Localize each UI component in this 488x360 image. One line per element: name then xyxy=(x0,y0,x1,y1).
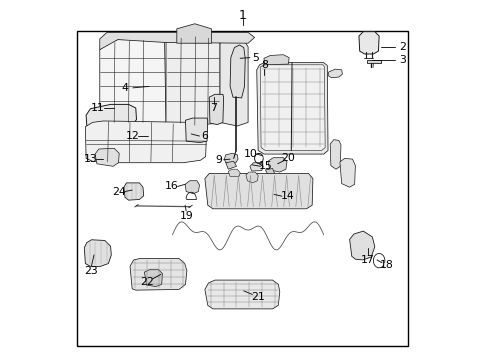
Text: 15: 15 xyxy=(259,161,272,171)
Text: 24: 24 xyxy=(112,186,126,197)
Polygon shape xyxy=(329,140,340,169)
Text: 2: 2 xyxy=(399,42,406,52)
Polygon shape xyxy=(85,121,206,163)
Text: 18: 18 xyxy=(379,260,393,270)
Text: 9: 9 xyxy=(215,155,222,165)
Polygon shape xyxy=(204,280,279,309)
Polygon shape xyxy=(224,153,238,163)
Polygon shape xyxy=(358,32,378,54)
Text: 21: 21 xyxy=(251,292,264,302)
Polygon shape xyxy=(166,36,220,125)
Text: 22: 22 xyxy=(140,276,153,287)
Text: 4: 4 xyxy=(122,83,128,93)
Polygon shape xyxy=(260,65,325,150)
Text: 5: 5 xyxy=(251,53,258,63)
Polygon shape xyxy=(86,104,136,128)
Text: 23: 23 xyxy=(84,266,98,276)
Polygon shape xyxy=(84,240,111,266)
Polygon shape xyxy=(230,45,244,98)
Polygon shape xyxy=(209,94,223,125)
Polygon shape xyxy=(265,168,275,176)
Polygon shape xyxy=(225,161,236,169)
Text: 10: 10 xyxy=(244,149,257,159)
Text: 1: 1 xyxy=(238,9,246,22)
Polygon shape xyxy=(327,69,342,78)
Text: 7: 7 xyxy=(210,103,217,113)
Text: 17: 17 xyxy=(360,255,374,265)
Polygon shape xyxy=(100,32,254,50)
Text: 6: 6 xyxy=(201,131,208,141)
Polygon shape xyxy=(123,183,143,200)
Polygon shape xyxy=(220,39,247,126)
Polygon shape xyxy=(204,174,312,209)
Polygon shape xyxy=(349,231,374,260)
Polygon shape xyxy=(245,172,258,183)
Text: 19: 19 xyxy=(179,211,193,221)
Polygon shape xyxy=(228,169,240,176)
Text: 8: 8 xyxy=(260,60,267,70)
Polygon shape xyxy=(339,158,355,187)
Polygon shape xyxy=(130,258,186,290)
Text: 12: 12 xyxy=(125,131,139,141)
Polygon shape xyxy=(185,118,207,143)
Text: 11: 11 xyxy=(91,103,104,113)
Bar xyxy=(77,31,407,346)
Polygon shape xyxy=(256,63,327,154)
Polygon shape xyxy=(100,40,166,127)
Polygon shape xyxy=(264,55,288,65)
Text: 3: 3 xyxy=(399,55,406,66)
Polygon shape xyxy=(144,269,162,287)
Text: 14: 14 xyxy=(280,191,294,201)
Text: 13: 13 xyxy=(83,154,97,164)
Polygon shape xyxy=(267,158,286,172)
Polygon shape xyxy=(95,148,119,166)
Polygon shape xyxy=(185,181,199,194)
Text: 16: 16 xyxy=(164,181,178,192)
Polygon shape xyxy=(177,24,211,43)
Bar xyxy=(366,60,381,63)
Text: 20: 20 xyxy=(281,153,295,163)
Polygon shape xyxy=(249,163,263,171)
